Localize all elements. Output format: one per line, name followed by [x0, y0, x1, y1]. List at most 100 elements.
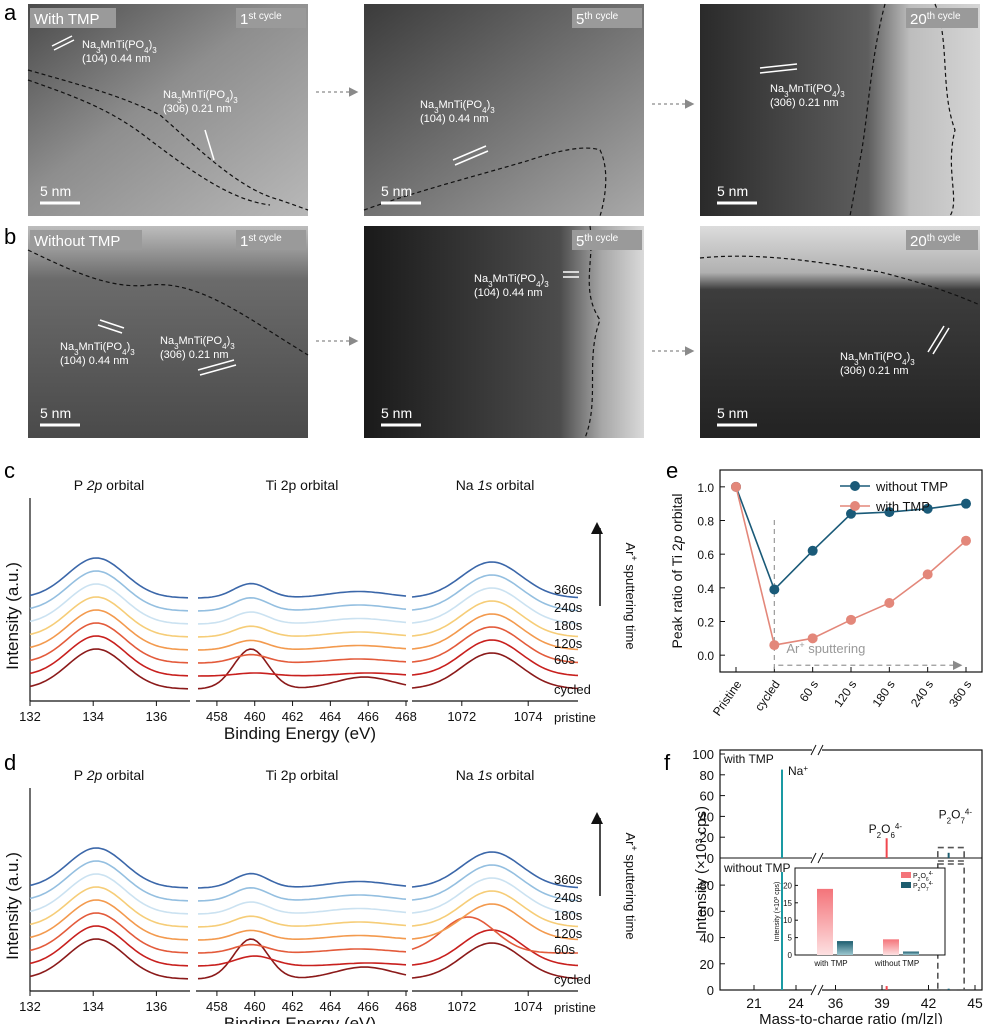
inset-y-tick-label: 10	[783, 916, 792, 925]
subplot-title: Ti 2p orbital	[266, 767, 339, 783]
tem-a1: With TMP 1st cycle Na3MnTi(PO4)3 (104) 0.…	[27, 4, 309, 216]
data-point	[884, 507, 895, 518]
lattice-label: Na3MnTi(PO4)3 (104) 0.44 nm	[420, 99, 495, 125]
lattice-label: Na3MnTi(PO4)3 (306) 0.21 nm	[770, 83, 845, 109]
y-tick-label: 0.8	[697, 515, 714, 529]
data-point	[807, 633, 818, 644]
axis-break	[408, 697, 412, 705]
lattice-label: Na3MnTi(PO4)3 (104) 0.44 nm	[82, 39, 157, 65]
y-tick-label: 1.0	[697, 481, 714, 495]
x-tick-label: 462	[282, 999, 304, 1014]
break-mark	[817, 744, 824, 756]
inset-y-tick-label: 15	[783, 899, 792, 908]
inset-y-tick-label: 0	[788, 951, 793, 960]
y-tick-label: 80	[700, 878, 714, 893]
series-label: 240s	[554, 890, 583, 905]
y-tick-label: 0.4	[697, 582, 714, 596]
xps-panel-d: Intensity (a.u.) Binding Energy (eV) P 2p …	[3, 767, 639, 1024]
lattice-label: Na3MnTi(PO4)3 (306) 0.21 nm	[840, 351, 915, 377]
xps-curve-0-5	[29, 873, 189, 915]
inset-legend-swatch	[901, 882, 911, 888]
xps-curve-1-3	[198, 639, 407, 651]
inset-y-tick-label: 5	[788, 934, 793, 943]
xps-curve-1-0	[197, 648, 407, 690]
y-tick-label: 40	[700, 931, 714, 946]
scale-bar-label: 5 nm	[40, 405, 71, 421]
plot-frame	[719, 749, 983, 991]
x-tick-label: 458	[206, 709, 228, 724]
tem-a3-cycle: 20th cycle	[910, 11, 961, 28]
tem-b2: 5th cycle Na3MnTi(PO4)3 (104) 0.44 nm 5 n…	[364, 225, 644, 439]
y-tick-label: 20	[700, 957, 714, 972]
series-label: 360s	[554, 872, 583, 887]
y-tick-label: 0.2	[697, 616, 714, 630]
xps-curve-1-3	[198, 929, 407, 941]
x-tick-label: 460	[244, 709, 266, 724]
x-tick-label: Pristine	[710, 677, 745, 718]
break-mark	[810, 852, 817, 864]
lattice-label: Na3MnTi(PO4)3 (306) 0.21 nm	[160, 335, 235, 361]
y-tick-label: 0.6	[697, 548, 714, 562]
data-point	[807, 545, 818, 556]
peak-label: Na+	[788, 764, 808, 778]
xps-curve-2-5	[411, 877, 579, 915]
xps-curve-2-6	[411, 864, 579, 902]
x-tick-label: 1074	[514, 709, 543, 724]
legend-marker	[850, 481, 860, 491]
x-tick-label: 45	[967, 995, 983, 1011]
lattice-label: Na3MnTi(PO4)3 (104) 0.44 nm	[474, 273, 549, 299]
x-tick-label: 460	[244, 999, 266, 1014]
subplot-title: Ti 2p orbital	[266, 477, 339, 493]
x-tick-label: 466	[357, 709, 379, 724]
panel-label-b: b	[4, 224, 16, 249]
xps-curve-1-7	[197, 582, 407, 599]
y-tick-label: 60	[700, 904, 714, 919]
inset-legend-swatch	[901, 872, 911, 878]
x-tick-label: 132	[19, 709, 41, 724]
xps-curve-0-0	[29, 938, 189, 980]
xps-curve-0-5	[29, 583, 189, 625]
data-point	[769, 640, 780, 651]
inset-y-tick-label: 20	[783, 881, 792, 890]
y-tick-label: 0	[707, 983, 714, 998]
x-axis-label: Binding Energy (eV)	[224, 724, 376, 743]
data-point	[922, 569, 933, 580]
inset-bar	[837, 941, 853, 955]
xps-curve-0-1	[29, 635, 189, 677]
xps-curve-2-4	[411, 600, 579, 638]
legend-label: without TMP	[875, 479, 948, 494]
x-tick-label: 468	[395, 999, 417, 1014]
x-tick-label: 464	[320, 999, 342, 1014]
x-axis-label: Mass-to-charge ratio (m/|z|)	[759, 1011, 943, 1024]
y-tick-label: 60	[700, 789, 714, 804]
scale-bar-label: 5 nm	[717, 405, 748, 421]
inset-bar	[817, 888, 833, 955]
xps-curve-2-2	[411, 626, 579, 664]
sputter-arrow-label: Ar+ sputtering time	[623, 832, 639, 939]
xps-curve-2-2	[411, 916, 578, 954]
subplot-title: P 2p orbital	[74, 477, 145, 493]
x-tick-label: 39	[874, 995, 890, 1011]
break-mark	[810, 744, 817, 756]
xps-panel-c: Intensity (a.u.) Binding Energy (eV) P 2p …	[3, 477, 639, 743]
xps-curve-2-0	[411, 652, 579, 690]
subplot-title: Na 1s orbital	[456, 477, 535, 493]
series-label: 180s	[554, 618, 583, 633]
inset-x-label: with TMP	[813, 959, 847, 968]
axis-break	[812, 985, 822, 995]
sputter-annotation: Ar+ sputtering	[786, 640, 865, 656]
xps-curve-0-6	[29, 570, 189, 612]
peak-label: P2O64-	[869, 822, 903, 840]
data-point	[731, 481, 741, 492]
x-tick-label: 360 s	[946, 678, 974, 710]
xps-curve-1-4	[197, 915, 407, 928]
axis-break	[408, 987, 412, 995]
x-tick-label: 134	[82, 999, 104, 1014]
series-label: 360s	[554, 582, 583, 597]
data-point	[922, 503, 933, 514]
series-label: pristine	[554, 710, 596, 725]
xps-curve-0-2	[29, 622, 189, 664]
xps-curve-0-3	[29, 609, 189, 651]
tem-a3: 20th cycle Na3MnTi(PO4)3 (306) 0.21 nm 5 …	[700, 3, 980, 217]
